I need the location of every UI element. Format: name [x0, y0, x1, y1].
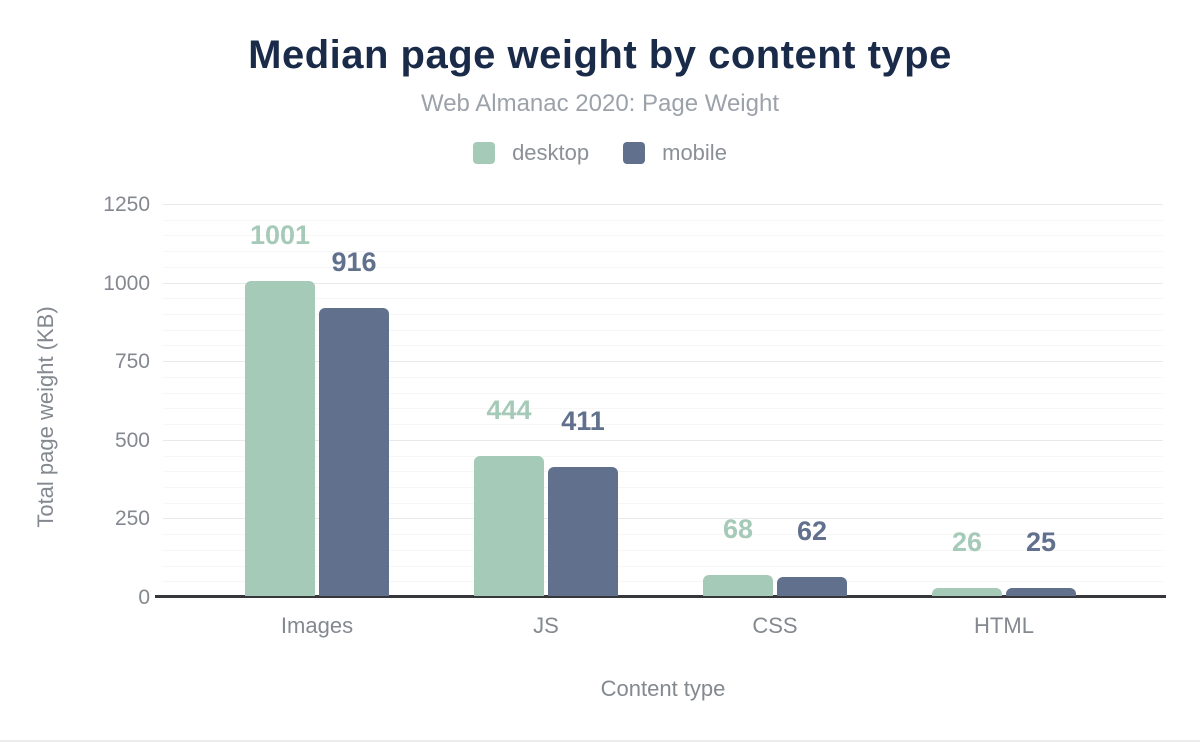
value-label-desktop-html: 26	[951, 527, 983, 557]
minor-gridline	[163, 376, 1163, 378]
x-axis-baseline	[155, 595, 1166, 598]
minor-gridline	[163, 581, 1163, 583]
minor-gridline	[163, 534, 1163, 536]
legend: desktop mobile	[0, 140, 1200, 166]
bar-mobile-images	[319, 308, 389, 596]
bar-mobile-html	[1006, 588, 1076, 596]
y-axis-tick-label: 0	[138, 586, 150, 609]
y-axis-tick-label: 250	[114, 507, 150, 531]
legend-item-mobile: mobile	[623, 140, 727, 166]
y-axis-tick-label: 1250	[103, 193, 150, 216]
bar-mobile-js	[548, 467, 618, 596]
minor-gridline	[163, 235, 1163, 237]
minor-gridline	[163, 266, 1163, 268]
x-axis-category-label: HTML	[974, 613, 1034, 638]
y-axis-tick-label: 1000	[103, 271, 150, 295]
value-label-mobile-images: 916	[331, 247, 377, 277]
legend-label-mobile: mobile	[662, 140, 727, 165]
major-gridline	[163, 204, 1163, 205]
value-label-desktop-js: 444	[486, 395, 532, 425]
legend-swatch-mobile	[623, 142, 646, 164]
plot-area: 0 250 500 750 1000 1250 1001 916 Images 444 411 JS 6…	[103, 194, 1166, 638]
major-gridline	[163, 361, 1163, 363]
y-axis-tick-label: 750	[114, 350, 150, 374]
x-axis-category-label: CSS	[752, 613, 798, 638]
bar-desktop-js	[474, 456, 544, 596]
value-label-mobile-css: 62	[796, 516, 828, 546]
legend-label-desktop: desktop	[512, 140, 590, 165]
y-axis-tick-label: 500	[114, 428, 150, 452]
minor-gridline	[163, 314, 1163, 316]
minor-gridline	[163, 251, 1163, 253]
major-gridline	[163, 282, 1163, 284]
minor-gridline	[163, 455, 1163, 457]
x-axis-category-label: Images	[280, 613, 354, 638]
value-label-mobile-js: 411	[561, 406, 605, 436]
major-gridline	[163, 439, 1163, 441]
x-axis-category-label: JS	[533, 613, 559, 638]
bar-desktop-css	[703, 575, 773, 596]
major-gridline	[163, 518, 1163, 520]
legend-item-desktop: desktop	[473, 140, 589, 166]
minor-gridline	[163, 298, 1163, 300]
legend-swatch-desktop	[473, 142, 496, 164]
minor-gridline	[163, 329, 1163, 331]
value-label-mobile-html: 25	[1025, 527, 1057, 557]
minor-gridline	[163, 219, 1163, 221]
minor-gridline	[163, 408, 1163, 410]
bar-mobile-css	[777, 577, 847, 596]
bar-desktop-images	[245, 281, 315, 596]
minor-gridline	[163, 345, 1163, 347]
bar-desktop-html	[932, 588, 1002, 596]
minor-gridline	[163, 565, 1163, 567]
minor-gridline	[163, 549, 1163, 551]
chart-subtitle: Web Almanac 2020: Page Weight	[420, 90, 779, 117]
figure-bottom-border	[0, 740, 1200, 742]
value-label-desktop-css: 68	[722, 514, 754, 544]
minor-gridline	[163, 424, 1163, 426]
minor-gridline	[163, 486, 1163, 488]
minor-gridline	[163, 392, 1163, 394]
value-label-desktop-images: 1001	[249, 220, 311, 250]
chart-title: Median page weight by content type	[248, 33, 952, 77]
y-axis-title: Total page weight (KB)	[33, 306, 58, 528]
x-axis-title: Content type	[600, 676, 726, 701]
minor-gridline	[163, 471, 1163, 473]
minor-gridline	[163, 502, 1163, 504]
